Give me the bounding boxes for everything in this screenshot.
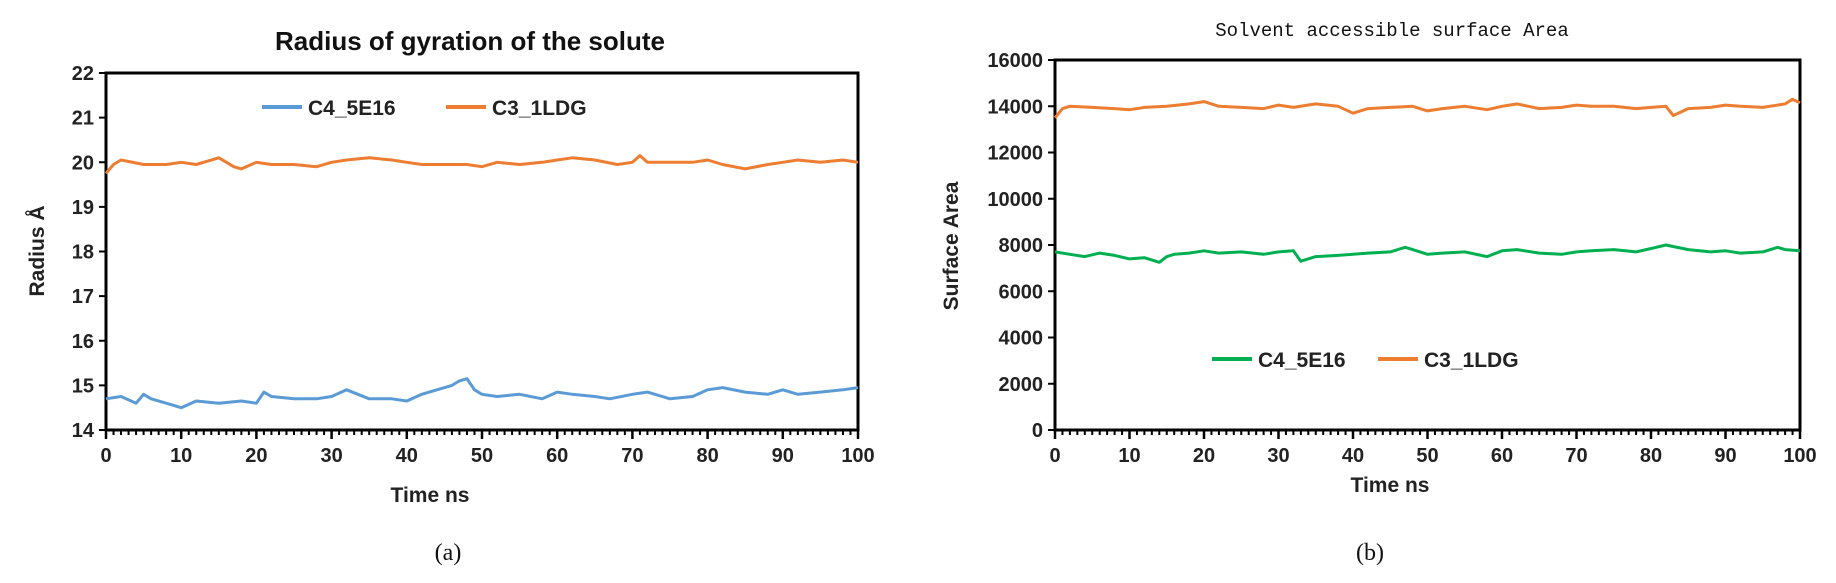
chart-b-ylabel: Surface Area [940, 181, 963, 310]
x-tick-label: 0 [100, 445, 111, 467]
chart-a-ylabel: Radius Å [25, 205, 49, 296]
chart-b-ticks: 0 10 20 30 40 50 60 70 80 90 100 0 2000 4000 6000 8000 1… [987, 50, 1816, 467]
chart-a-legend: C4_5E16 C3_1LDG [262, 97, 587, 120]
y-tick-label: 19 [72, 197, 94, 219]
x-tick-label: 80 [1640, 445, 1662, 467]
y-tick-label: 15 [72, 375, 94, 397]
y-tick-label: 21 [72, 108, 94, 130]
x-tick-label: 80 [696, 445, 718, 467]
series-line-C4_5E16 [105, 377, 859, 410]
x-tick-label: 100 [1783, 445, 1816, 467]
x-tick-label: 0 [1049, 445, 1060, 467]
y-tick-label: 10000 [987, 189, 1043, 211]
chart-b-plot-border [1053, 58, 1802, 432]
x-tick-label: 40 [396, 445, 418, 467]
chart-b-panel-label: (b) [1356, 540, 1384, 566]
series-line-C4_5E16 [1054, 243, 1801, 264]
x-tick-label: 30 [320, 445, 342, 467]
chart-a: Radius of gyration of the solute 0 10 20 30… [25, 26, 875, 566]
chart-b: Solvent accessible surface Area 0 10 20 30 4… [940, 20, 1817, 566]
x-tick-label: 90 [1714, 445, 1736, 467]
x-tick-label: 20 [1193, 445, 1215, 467]
x-tick-label: 70 [1565, 445, 1587, 467]
y-tick-label: 8000 [999, 235, 1044, 257]
x-tick-label: 30 [1267, 445, 1289, 467]
chart-b-legend: C4_5E16 C3_1LDG [1212, 349, 1519, 372]
y-tick-label: 14 [72, 420, 95, 442]
x-tick-label: 20 [245, 445, 267, 467]
legend-label-C4_5E16: C4_5E16 [1258, 349, 1346, 372]
x-tick-label: 50 [1416, 445, 1438, 467]
y-tick-label: 0 [1032, 420, 1043, 442]
y-tick-label: 12000 [987, 143, 1043, 165]
y-tick-label: 16 [72, 331, 94, 353]
chart-a-title: Radius of gyration of the solute [275, 26, 665, 56]
y-tick-label: 4000 [999, 328, 1044, 350]
chart-a-plot-border [104, 71, 860, 432]
x-tick-label: 100 [841, 445, 874, 467]
y-tick-label: 17 [72, 286, 94, 308]
chart-a-ticks: 0 10 20 30 40 50 60 70 80 90 100 14 15 16 17 18 19 20 21 22 [72, 63, 875, 467]
x-tick-label: 10 [1118, 445, 1140, 467]
series-line-C3_1LDG [104, 154, 859, 175]
chart-b-xlabel: Time ns [1351, 474, 1430, 497]
chart-b-title: Solvent accessible surface Area [1215, 20, 1568, 42]
x-tick-label: 60 [546, 445, 568, 467]
chart-a-xlabel: Time ns [391, 484, 470, 507]
y-tick-label: 20 [72, 152, 94, 174]
y-tick-label: 14000 [987, 96, 1043, 118]
y-tick-label: 22 [72, 63, 94, 85]
x-tick-label: 10 [170, 445, 192, 467]
chart-a-series [104, 154, 859, 410]
y-tick-label: 2000 [999, 374, 1044, 396]
x-tick-label: 90 [772, 445, 794, 467]
chart-a-panel-label: (a) [435, 540, 462, 566]
x-tick-label: 40 [1342, 445, 1364, 467]
y-tick-label: 6000 [999, 281, 1044, 303]
x-tick-label: 60 [1491, 445, 1513, 467]
y-tick-label: 16000 [987, 50, 1043, 72]
chart-b-series [1053, 97, 1801, 264]
x-tick-label: 70 [621, 445, 643, 467]
y-tick-label: 18 [72, 242, 94, 264]
series-line-C3_1LDG [1053, 97, 1801, 119]
legend-label-C3_1LDG: C3_1LDG [1424, 349, 1519, 372]
legend-label-C3_1LDG: C3_1LDG [492, 97, 587, 120]
x-tick-label: 50 [471, 445, 493, 467]
legend-label-C4_5E16: C4_5E16 [308, 97, 396, 120]
